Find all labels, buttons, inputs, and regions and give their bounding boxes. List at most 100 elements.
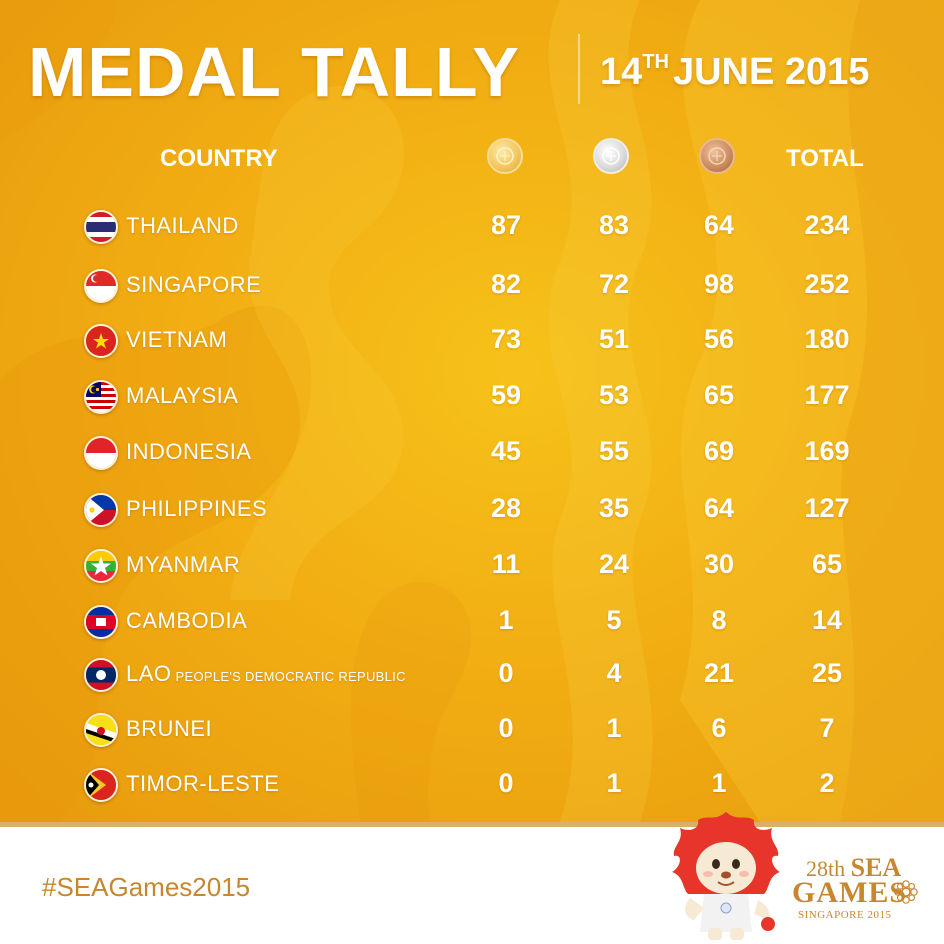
bronze-count: 64 [703, 493, 735, 523]
total-count: 25 [811, 658, 843, 688]
timor-leste-flag-icon [84, 768, 118, 802]
date-day: 14 [600, 51, 643, 93]
total-count: 234 [804, 210, 850, 240]
country-name: BRUNEI [126, 716, 213, 741]
silver-count: 83 [598, 210, 630, 240]
country-name: SINGAPORE [126, 272, 262, 297]
flame-background [0, 0, 944, 822]
gold-count: 0 [498, 768, 514, 798]
logo-location: SINGAPORE 2015 [798, 909, 892, 921]
logo-flower-icon [894, 880, 918, 904]
bronze-medal-icon [699, 138, 735, 174]
table-row: MYANMAR 11 24 30 65 [0, 541, 944, 591]
country-name: INDONESIA [126, 439, 252, 464]
table-row: BRUNEI 0 1 6 7 [0, 705, 944, 755]
country-name: THAILAND [126, 213, 239, 238]
table-row: SINGAPORE 82 72 98 252 [0, 261, 944, 311]
table-row: MALAYSIA 59 53 65 177 [0, 372, 944, 422]
page-title: MEDAL TALLY [28, 33, 520, 111]
flame-pattern [0, 0, 944, 822]
brunei-flag-icon [84, 713, 118, 747]
date-rest: JUNE 2015 [672, 51, 870, 93]
gold-count: 87 [490, 210, 522, 240]
table-row: THAILAND 87 83 64 234 [0, 202, 944, 252]
total-count: 65 [811, 549, 843, 579]
silver-medal-icon [593, 138, 629, 174]
country-name: CAMBODIA [126, 608, 248, 633]
bronze-count: 1 [711, 768, 727, 798]
country-name: PHILIPPINES [126, 496, 268, 521]
gold-count: 0 [498, 658, 514, 688]
singapore-flag-icon [84, 269, 118, 303]
cambodia-flag-icon [84, 605, 118, 639]
total-count: 169 [804, 436, 850, 466]
silver-count: 35 [598, 493, 630, 523]
country-name: TIMOR-LESTE [126, 771, 280, 796]
table-row: TIMOR-LESTE 0 1 1 2 [0, 760, 944, 810]
logo-games: GAMES [792, 876, 908, 909]
total-count: 180 [804, 324, 850, 354]
bronze-count: 65 [703, 380, 735, 410]
country-name: MALAYSIA [126, 383, 239, 408]
gold-count: 28 [490, 493, 522, 523]
total-count: 177 [804, 380, 850, 410]
silver-count: 1 [606, 768, 622, 798]
gold-count: 1 [498, 605, 514, 635]
country-header: COUNTRY [160, 145, 278, 172]
thailand-flag-icon [84, 210, 118, 244]
silver-count: 1 [606, 713, 622, 743]
country-name: MYANMAR [126, 552, 241, 577]
malaysia-flag-icon [84, 380, 118, 414]
bronze-count: 64 [703, 210, 735, 240]
sea-games-logo: 28th SEA GAMES SINGAPORE 2015 [790, 852, 930, 932]
bronze-count: 8 [711, 605, 727, 635]
gold-count: 82 [490, 269, 522, 299]
table-row: VIETNAM 73 51 56 180 [0, 316, 944, 366]
vietnam-flag-icon [84, 324, 118, 358]
country-subtitle: PEOPLE'S DEMOCRATIC REPUBLIC [175, 669, 406, 684]
table-row: CAMBODIA 1 5 8 14 [0, 597, 944, 647]
bronze-count: 56 [703, 324, 735, 354]
footer-divider [0, 822, 944, 827]
myanmar-flag-icon [84, 549, 118, 583]
bronze-count: 21 [703, 658, 735, 688]
silver-count: 72 [598, 269, 630, 299]
total-count: 14 [811, 605, 843, 635]
silver-count: 5 [606, 605, 622, 635]
hashtag-text: #SEAGames2015 [42, 872, 251, 902]
silver-count: 51 [598, 324, 630, 354]
gold-medal-icon [487, 138, 523, 174]
bronze-count: 98 [703, 269, 735, 299]
logo-line-1: 28th SEA [806, 853, 902, 882]
total-count: 2 [819, 768, 835, 798]
philippines-flag-icon [84, 493, 118, 527]
lion-mascot-icon [672, 812, 780, 940]
total-count: 252 [804, 269, 850, 299]
gold-count: 11 [491, 549, 521, 579]
total-header: TOTAL [786, 145, 864, 172]
date-suffix: TH [642, 51, 669, 73]
date-label: 14TH JUNE 2015 [600, 50, 869, 100]
silver-count: 55 [598, 436, 630, 466]
country-name: VIETNAM [126, 327, 228, 352]
title-divider [578, 34, 580, 104]
footer [0, 827, 944, 944]
gold-count: 73 [490, 324, 522, 354]
indonesia-flag-icon [84, 436, 118, 470]
silver-count: 24 [598, 549, 630, 579]
silver-count: 53 [598, 380, 630, 410]
gold-count: 45 [490, 436, 522, 466]
total-count: 127 [804, 493, 850, 523]
table-row: PHILIPPINES 28 35 64 127 [0, 485, 944, 535]
bronze-count: 30 [703, 549, 735, 579]
country-name: LAO PEOPLE'S DEMOCRATIC REPUBLIC [126, 661, 406, 686]
total-count: 7 [819, 713, 835, 743]
table-row: LAO PEOPLE'S DEMOCRATIC REPUBLIC 0 4 21 2… [0, 650, 944, 700]
table-row: INDONESIA 45 55 69 169 [0, 428, 944, 478]
silver-count: 4 [606, 658, 622, 688]
gold-count: 59 [490, 380, 522, 410]
bronze-count: 6 [711, 713, 727, 743]
laos-flag-icon [84, 658, 118, 692]
bronze-count: 69 [703, 436, 735, 466]
